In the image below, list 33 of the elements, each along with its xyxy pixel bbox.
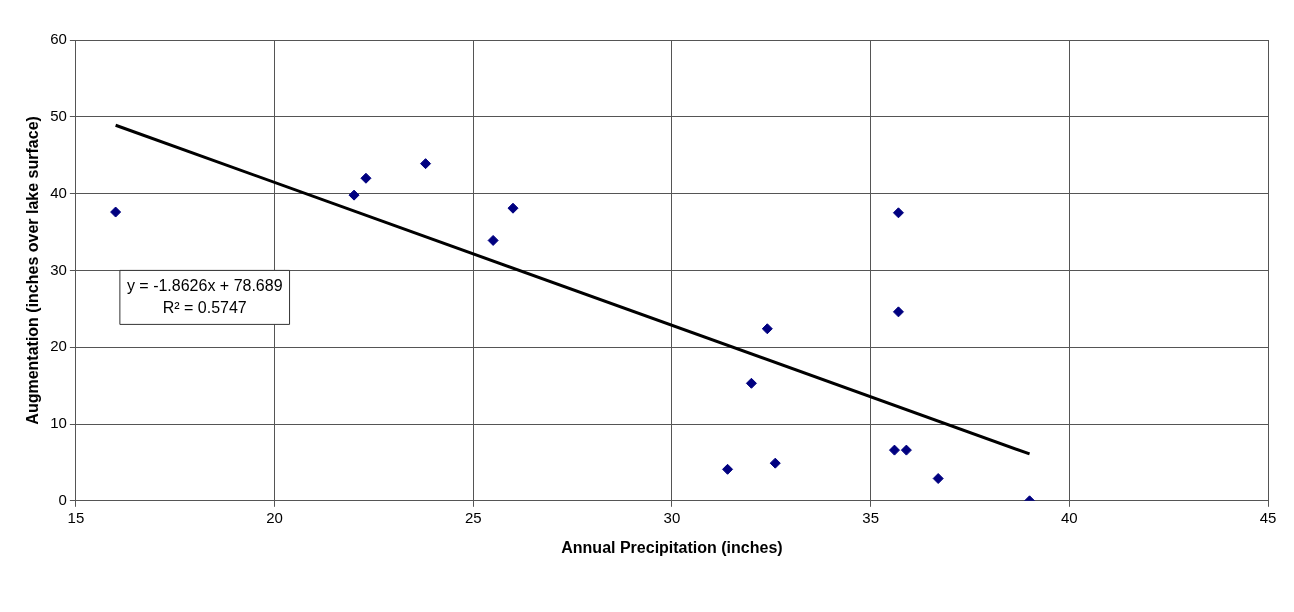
x-tick-label: 25 (464, 508, 482, 526)
point (745, 377, 757, 389)
x-tick-label: 15 (67, 508, 85, 526)
x-tick-label: 20 (266, 508, 283, 526)
y-tick-label: 50 (50, 106, 67, 124)
point (769, 457, 781, 469)
point (348, 189, 360, 201)
x-tick-label: 35 (862, 508, 879, 526)
point (487, 234, 499, 246)
y-tick-label: 20 (50, 337, 67, 355)
point (110, 206, 122, 218)
y-tick-label: 0 (58, 490, 67, 508)
y-tick-label: 60 (50, 30, 67, 48)
point (360, 172, 372, 184)
point (722, 463, 734, 475)
x-axis-title: Annual Precipitation (inches) (561, 538, 783, 556)
y-tick-label: 40 (50, 183, 67, 201)
y-tick-label: 30 (50, 260, 67, 278)
point (507, 202, 519, 214)
y-tick-label: 10 (50, 414, 67, 432)
annotation: y = -1.8626x + 78.689 (126, 276, 283, 294)
y-axis-title: Augmentation (inches over lake surface) (24, 116, 42, 425)
x-tick-label: 40 (1060, 508, 1078, 526)
point (932, 473, 944, 485)
point (892, 207, 904, 219)
x-tick-label: 30 (663, 508, 681, 526)
annotation: R² = 0.5747 (162, 298, 247, 316)
point (420, 158, 432, 170)
point (892, 306, 904, 318)
point (900, 444, 912, 456)
point (761, 323, 773, 335)
x-tick-label: 45 (1259, 508, 1277, 526)
point (888, 444, 900, 456)
